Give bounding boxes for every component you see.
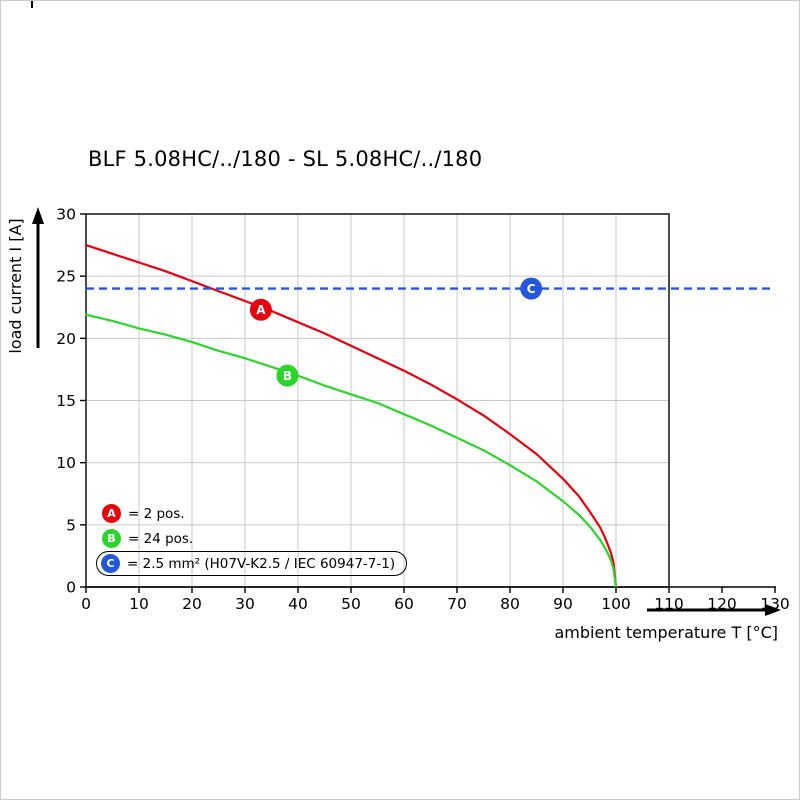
- legend-label-b: = 24 pos.: [128, 530, 194, 547]
- x-tick-label: 100: [601, 595, 631, 613]
- x-tick-label: 0: [81, 595, 91, 613]
- axis-ticks-and-labels: 0 10 20 30 40 50 60 70 80 90 100 110 120 130051015202…: [56, 206, 790, 614]
- x-tick-label: 80: [500, 595, 520, 613]
- x-axis-arrowhead: [765, 604, 781, 616]
- x-tick-label: 50: [341, 595, 361, 613]
- legend-marker-a: A: [102, 504, 121, 523]
- y-tick-label: 10: [56, 454, 76, 472]
- x-tick-label: 70: [447, 595, 467, 613]
- marker-letter-a: A: [256, 303, 266, 317]
- legend-marker-b: B: [102, 529, 121, 548]
- legend-item-b: B = 24 pos.: [102, 526, 407, 551]
- y-axis-arrowhead: [32, 207, 44, 224]
- x-tick-label: 10: [129, 595, 149, 613]
- x-tick-label: 30: [235, 595, 255, 613]
- curve-a: [84, 244, 618, 589]
- legend-label-c: = 2.5 mm² (H07V-K2.5 / IEC 60947-7-1): [127, 555, 396, 572]
- y-tick-label: 0: [66, 579, 76, 597]
- y-tick-label: 20: [56, 330, 76, 348]
- chart-title: BLF 5.08HC/../180 - SL 5.08HC/../180: [88, 147, 483, 171]
- y-axis-label: load current I [A]: [6, 218, 25, 353]
- curves: [84, 244, 775, 589]
- legend-marker-c: C: [101, 554, 120, 573]
- legend: A = 2 pos. B = 24 pos. C = 2.5 mm² (H07V…: [96, 501, 408, 576]
- legend-label-a: = 2 pos.: [128, 505, 185, 522]
- y-tick-label: 30: [56, 206, 76, 224]
- curve-markers: A B C: [249, 277, 543, 387]
- marker-a: [249, 298, 272, 321]
- y-tick-label: 15: [56, 392, 76, 410]
- legend-item-c: C = 2.5 mm² (H07V-K2.5 / IEC 60947-7-1): [96, 551, 408, 576]
- grid-lines: [86, 214, 669, 587]
- curve-b: [84, 313, 618, 589]
- x-tick-label: 60: [394, 595, 414, 613]
- marker-b: [276, 364, 299, 387]
- legend-item-a: A = 2 pos.: [102, 501, 407, 526]
- x-tick-label: 40: [288, 595, 308, 613]
- marker-c: [520, 277, 543, 300]
- x-tick-label: 90: [553, 595, 573, 613]
- y-tick-label: 5: [66, 516, 76, 534]
- y-tick-label: 25: [56, 268, 76, 286]
- marker-letter-c: C: [527, 282, 536, 296]
- x-axis-label: ambient temperature T [°C]: [554, 623, 778, 642]
- marker-letter-b: B: [283, 369, 292, 383]
- x-tick-label: 20: [182, 595, 202, 613]
